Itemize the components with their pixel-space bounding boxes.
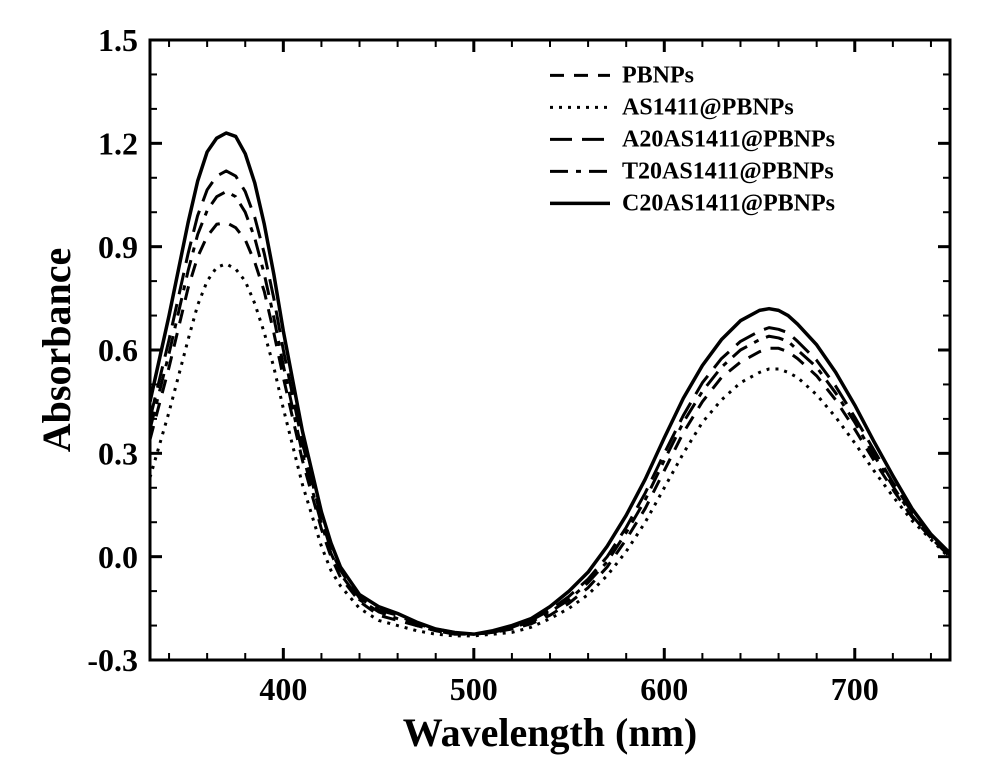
y-tick-label: 0.6 xyxy=(98,332,138,368)
legend-label: C20AS1411@PBNPs xyxy=(622,191,835,217)
x-tick-label: 500 xyxy=(450,671,498,707)
x-tick-label: 700 xyxy=(831,671,879,707)
y-tick-label: -0.3 xyxy=(87,642,138,678)
y-tick-label: 0.3 xyxy=(98,436,138,472)
x-axis-label: Wavelength (nm) xyxy=(403,710,697,755)
legend-label: AS1411@PBNPs xyxy=(622,95,794,121)
legend-label: A20AS1411@PBNPs xyxy=(622,127,835,153)
chart-svg: 400 500 600 700 -0.3 0.0 0.3 0.6 0.9 1.2 1.5 Wavele… xyxy=(0,0,1000,770)
y-tick-label: 1.2 xyxy=(98,126,138,162)
y-axis-label: Absorbance xyxy=(34,248,79,452)
y-tick-label: 0.9 xyxy=(98,229,138,265)
x-tick-label: 600 xyxy=(640,671,688,707)
legend-label: PBNPs xyxy=(622,63,694,89)
spectrum-chart: 400 500 600 700 -0.3 0.0 0.3 0.6 0.9 1.2 1.5 Wavele… xyxy=(0,0,1000,770)
y-tick-label: 0.0 xyxy=(98,539,138,575)
y-tick-label: 1.5 xyxy=(98,22,138,58)
x-tick-label: 400 xyxy=(259,671,307,707)
legend-label: T20AS1411@PBNPs xyxy=(622,159,834,185)
